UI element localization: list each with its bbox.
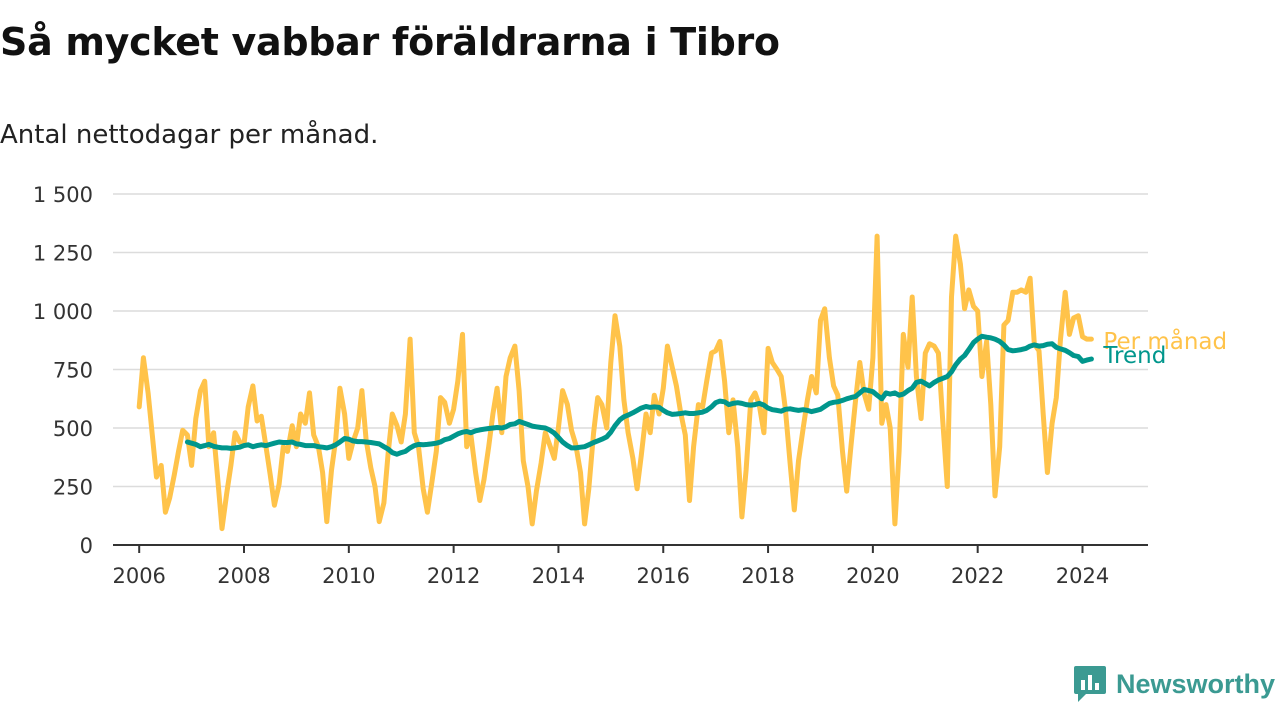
- x-tick-label: 2022: [951, 564, 1004, 588]
- y-tick-label: 250: [53, 476, 93, 500]
- bar-chart-speech-bubble-icon: [1074, 666, 1106, 702]
- x-tick-label: 2020: [846, 564, 899, 588]
- series-label-trend: Trend: [1102, 343, 1166, 369]
- x-tick-label: 2012: [427, 564, 480, 588]
- chart-subtitle: Antal nettodagar per månad.: [0, 120, 379, 150]
- x-tick-label: 2008: [217, 564, 270, 588]
- x-tick-label: 2024: [1056, 564, 1109, 588]
- x-axis: 2006 2008 2010 2012 2014 2016 2018 2020 2022 2024: [112, 544, 1148, 588]
- y-tick-label: 1 000: [33, 300, 93, 324]
- series-line-per-manad: [136, 233, 1094, 532]
- x-tick-label: 2006: [112, 564, 165, 588]
- x-tick-label: 2014: [532, 564, 585, 588]
- chart-title: Så mycket vabbar föräldrarna i Tibro: [0, 20, 780, 64]
- x-tick-label: 2016: [637, 564, 690, 588]
- x-tick-label: 2010: [322, 564, 375, 588]
- x-tick-label: 2018: [741, 564, 794, 588]
- y-tick-label: 0: [80, 534, 93, 558]
- y-tick-label: 1 500: [33, 183, 93, 207]
- y-tick-label: 1 250: [33, 242, 93, 266]
- y-tick-label: 750: [53, 359, 93, 383]
- series-line-trend: [184, 333, 1094, 457]
- brand-name: Newsworthy: [1116, 668, 1276, 699]
- brand-logo: Newsworthy: [1072, 664, 1275, 704]
- y-tick-label: 500: [53, 417, 93, 441]
- y-axis-labels: 0 250 500 750 1 000 1 250 1 500: [33, 183, 93, 558]
- series-lines: [136, 233, 1094, 532]
- series-label-per-manad: Per månad: [1103, 327, 1227, 355]
